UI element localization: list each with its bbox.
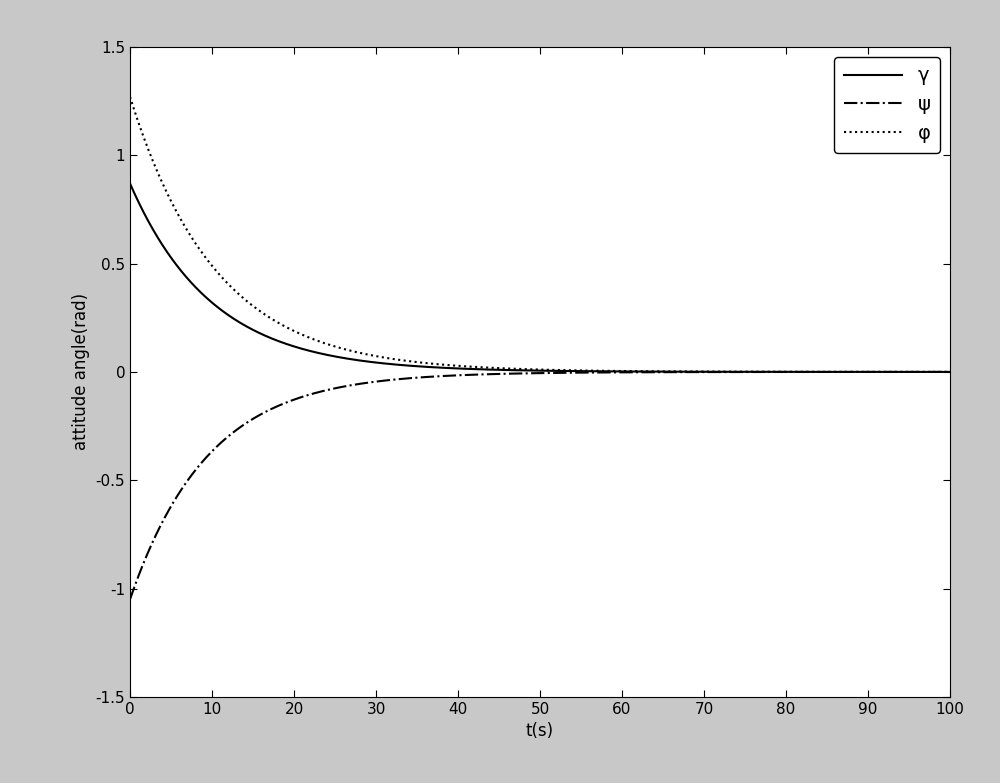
ψ (798, 367, 810, 377)
γ (616, 366, 628, 376)
Line: φ: φ (130, 97, 950, 372)
ψ (273, 401, 285, 410)
γ (124, 179, 136, 188)
γ (657, 367, 669, 377)
φ (798, 367, 810, 377)
φ (437, 360, 449, 370)
ψ (124, 595, 136, 604)
φ (124, 92, 136, 102)
X-axis label: t(s): t(s) (526, 722, 554, 740)
ψ (657, 367, 669, 377)
Y-axis label: attitude angle(rad): attitude angle(rad) (72, 294, 90, 450)
φ (616, 366, 628, 376)
γ (944, 367, 956, 377)
ψ (616, 368, 628, 377)
Legend: γ, ψ, φ: γ, ψ, φ (834, 56, 940, 153)
Line: ψ: ψ (130, 372, 950, 600)
γ (798, 367, 810, 377)
ψ (736, 367, 748, 377)
γ (437, 363, 449, 373)
γ (736, 367, 748, 377)
Line: γ: γ (130, 183, 950, 372)
ψ (437, 371, 449, 381)
γ (273, 337, 285, 346)
φ (736, 367, 748, 377)
φ (273, 319, 285, 328)
φ (944, 367, 956, 377)
ψ (944, 367, 956, 377)
φ (657, 366, 669, 376)
